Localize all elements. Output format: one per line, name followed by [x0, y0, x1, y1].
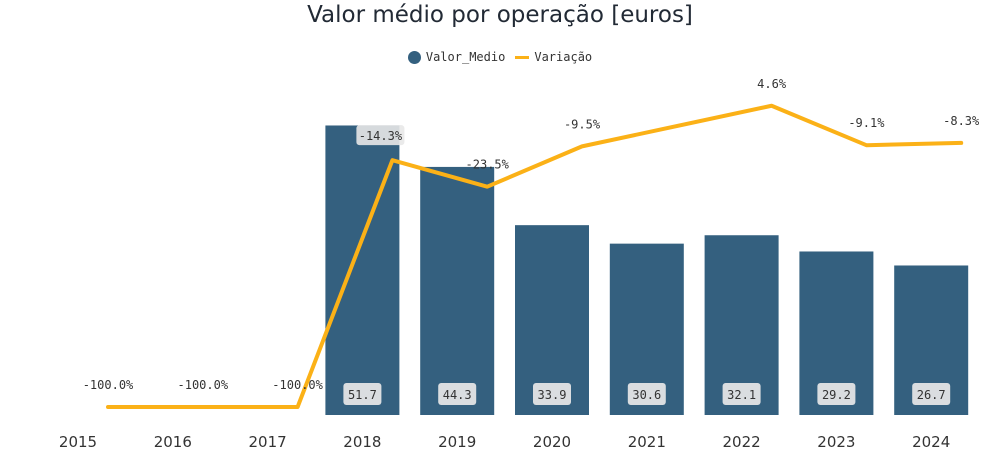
bar-value-label-2020: 33.9	[538, 388, 567, 402]
bar-label-bg-2023	[817, 383, 856, 405]
bar-label-bg-2021	[627, 383, 666, 405]
x-tick-label-2023: 2023	[817, 433, 855, 451]
legend-marker-variacao	[515, 55, 530, 59]
bar-label-bg-2018	[343, 383, 382, 405]
bar-value-label-2021: 30.6	[632, 388, 661, 402]
x-tick-label-2016: 2016	[154, 433, 192, 451]
x-tick-label-2021: 2021	[628, 433, 666, 451]
line-value-label-2018: -14.3%	[359, 129, 403, 143]
bar-value-label-2018: 51.7	[348, 388, 377, 402]
x-tick-label-2019: 2019	[438, 433, 476, 451]
series-line-variacao	[106, 103, 964, 409]
line-value-label-2020: -9.5%	[564, 117, 601, 131]
x-tick-label-2022: 2022	[723, 433, 761, 451]
bar-label-bg-2022	[722, 383, 761, 405]
line-value-label-2015: -100.0%	[83, 378, 134, 392]
bar-label-bg-2020	[533, 383, 571, 405]
legend-label-valor-medio: Valor_Medio	[425, 50, 506, 64]
legend-label-variacao: Variação	[534, 50, 593, 64]
line-label-bg-2018	[356, 125, 405, 146]
bar-label-bg-2019	[438, 383, 477, 405]
bar-2019	[420, 166, 495, 415]
bar-value-label-2022: 32.1	[727, 388, 756, 402]
legend-item-valor-medio[interactable]: Valor_Medio	[407, 50, 506, 64]
line-value-label-2019: -23.5%	[466, 158, 510, 172]
line-value-label-2017: -100.0%	[272, 378, 323, 392]
x-tick-label-2017: 2017	[249, 433, 287, 451]
x-tick-label-2015: 2015	[59, 433, 97, 451]
x-tick-label-2020: 2020	[533, 433, 571, 451]
line-value-label-2016: -100.0%	[178, 378, 229, 392]
bar-value-label-2019: 44.3	[443, 388, 472, 402]
bar-label-bg-2024	[912, 383, 951, 405]
bar-value-label-2023: 29.2	[822, 388, 851, 402]
x-tick-label-2024: 2024	[912, 433, 950, 451]
legend: Valor_Medio Variação	[0, 50, 1000, 64]
line-value-label-2022: 4.6%	[757, 77, 787, 91]
line-value-label-2024: -8.3%	[943, 114, 980, 128]
chart-title: Valor médio por operação [euros]	[307, 2, 693, 28]
bar-value-label-2024: 26.7	[917, 388, 946, 402]
line-value-label-2023: -9.1%	[848, 116, 885, 130]
legend-marker-valor-medio	[407, 50, 421, 64]
x-tick-label-2018: 2018	[343, 433, 381, 451]
legend-item-variacao[interactable]: Variação	[515, 50, 592, 64]
